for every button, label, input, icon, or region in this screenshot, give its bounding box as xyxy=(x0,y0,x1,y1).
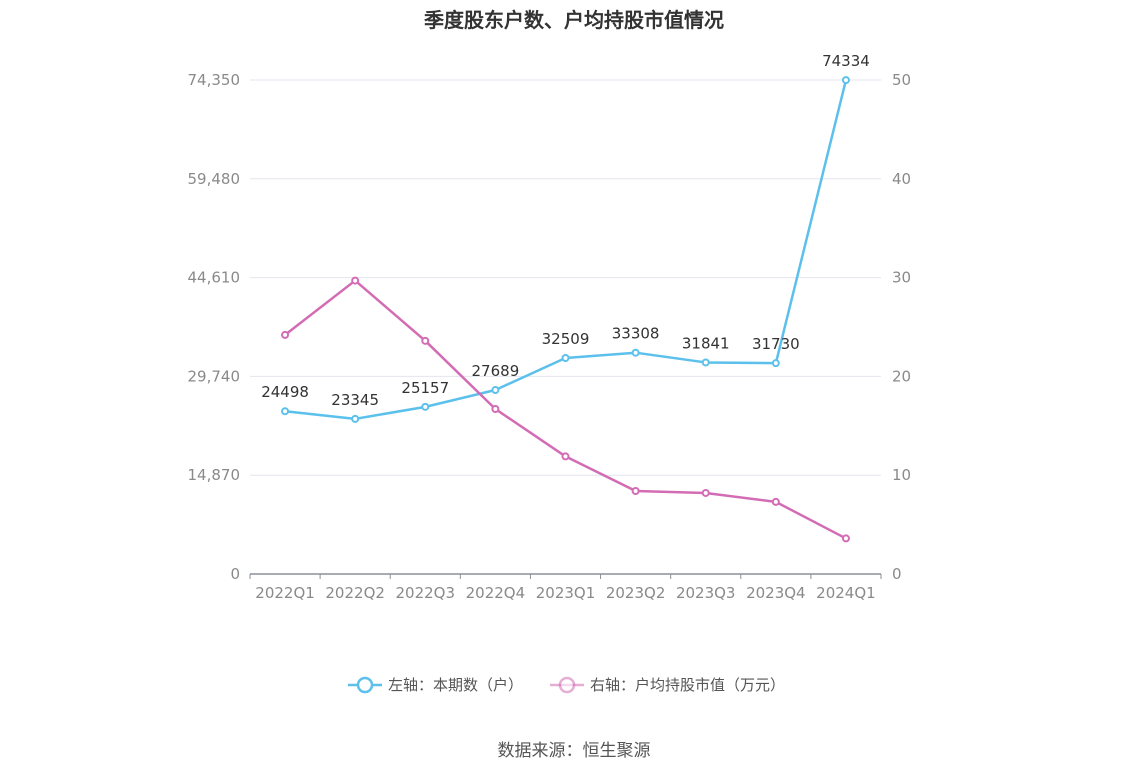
legend: 左轴：本期数（户） 右轴：户均持股市值（万元） xyxy=(348,676,785,694)
legend-item-label: 左轴：本期数（户） xyxy=(388,676,523,694)
data-label: 25157 xyxy=(401,379,449,397)
x-axis-tick-label: 2022Q2 xyxy=(325,584,385,602)
data-label: 33308 xyxy=(612,325,660,343)
legend-marker-icon xyxy=(356,676,374,694)
shareholders-point xyxy=(631,348,640,357)
x-axis-tick-label: 2023Q4 xyxy=(746,584,806,602)
shareholders-point xyxy=(561,354,570,363)
right-axis-tick-label: 30 xyxy=(892,269,911,287)
x-axis-tick-label: 2024Q1 xyxy=(816,584,876,602)
x-axis-tick-label: 2023Q1 xyxy=(536,584,596,602)
data-label: 23345 xyxy=(331,391,379,409)
data-label: 31730 xyxy=(752,335,800,353)
shareholders-point xyxy=(421,402,430,411)
avg-holding-value-point xyxy=(561,452,570,461)
avg-holding-value-point xyxy=(351,276,360,285)
chart-title: 季度股东户数、户均持股市值情况 xyxy=(424,8,724,32)
data-label: 31841 xyxy=(682,334,730,352)
data-labels: 24498 23345 25157 27689 32509 33308 31841 31730… xyxy=(261,52,870,409)
shareholders-point xyxy=(281,407,290,416)
shareholders-point xyxy=(491,386,500,395)
shareholders-line xyxy=(284,79,848,421)
avg-holding-value-point xyxy=(701,488,710,497)
x-axis-tick-label: 2023Q3 xyxy=(676,584,736,602)
right-axis-tick-label: 10 xyxy=(892,466,911,484)
data-label: 27689 xyxy=(472,362,520,380)
x-axis-tick-label: 2022Q3 xyxy=(396,584,456,602)
data-source: 数据来源：恒生聚源 xyxy=(497,741,651,761)
data-label: 32509 xyxy=(542,330,590,348)
left-axis-tick-label: 44,610 xyxy=(188,269,241,287)
right-axis-tick-label: 0 xyxy=(892,565,902,583)
left-axis-tick-label: 59,480 xyxy=(188,170,241,188)
avg-holding-value-point xyxy=(421,336,430,345)
left-axis-tick-label: 0 xyxy=(230,565,240,583)
right-axis-tick-label: 50 xyxy=(892,71,911,89)
avg-holding-value-point xyxy=(841,534,850,543)
legend-marker-icon xyxy=(558,676,576,694)
data-label: 74334 xyxy=(822,52,870,70)
left-axis-tick-label: 29,740 xyxy=(188,367,241,385)
avg-holding-value-line xyxy=(284,279,847,540)
shareholders-point xyxy=(841,76,850,85)
grid-lines xyxy=(250,79,881,476)
avg-holding-value-point xyxy=(631,487,640,496)
shareholders-point xyxy=(701,358,710,367)
shareholders-point xyxy=(351,414,360,423)
x-axis-tick-label: 2022Q4 xyxy=(466,584,526,602)
shareholders-point xyxy=(771,359,780,368)
data-label: 24498 xyxy=(261,383,309,401)
left-axis-tick-label: 74,350 xyxy=(188,71,241,89)
avg-holding-value-point xyxy=(491,405,500,414)
x-axis-tick-label: 2023Q2 xyxy=(606,584,666,602)
series xyxy=(281,76,850,543)
axes: 0 0 14,870 10 29,740 20 44,610 30 59,480 40 74,350… xyxy=(188,71,912,602)
avg-holding-value-point xyxy=(281,330,290,339)
right-axis-tick-label: 20 xyxy=(892,367,911,385)
left-axis-tick-label: 14,870 xyxy=(188,466,241,484)
avg-holding-value-point xyxy=(771,497,780,506)
legend-item-label: 右轴：户均持股市值（万元） xyxy=(590,676,785,694)
right-axis-tick-label: 40 xyxy=(892,170,911,188)
x-axis-tick-label: 2022Q1 xyxy=(255,584,315,602)
